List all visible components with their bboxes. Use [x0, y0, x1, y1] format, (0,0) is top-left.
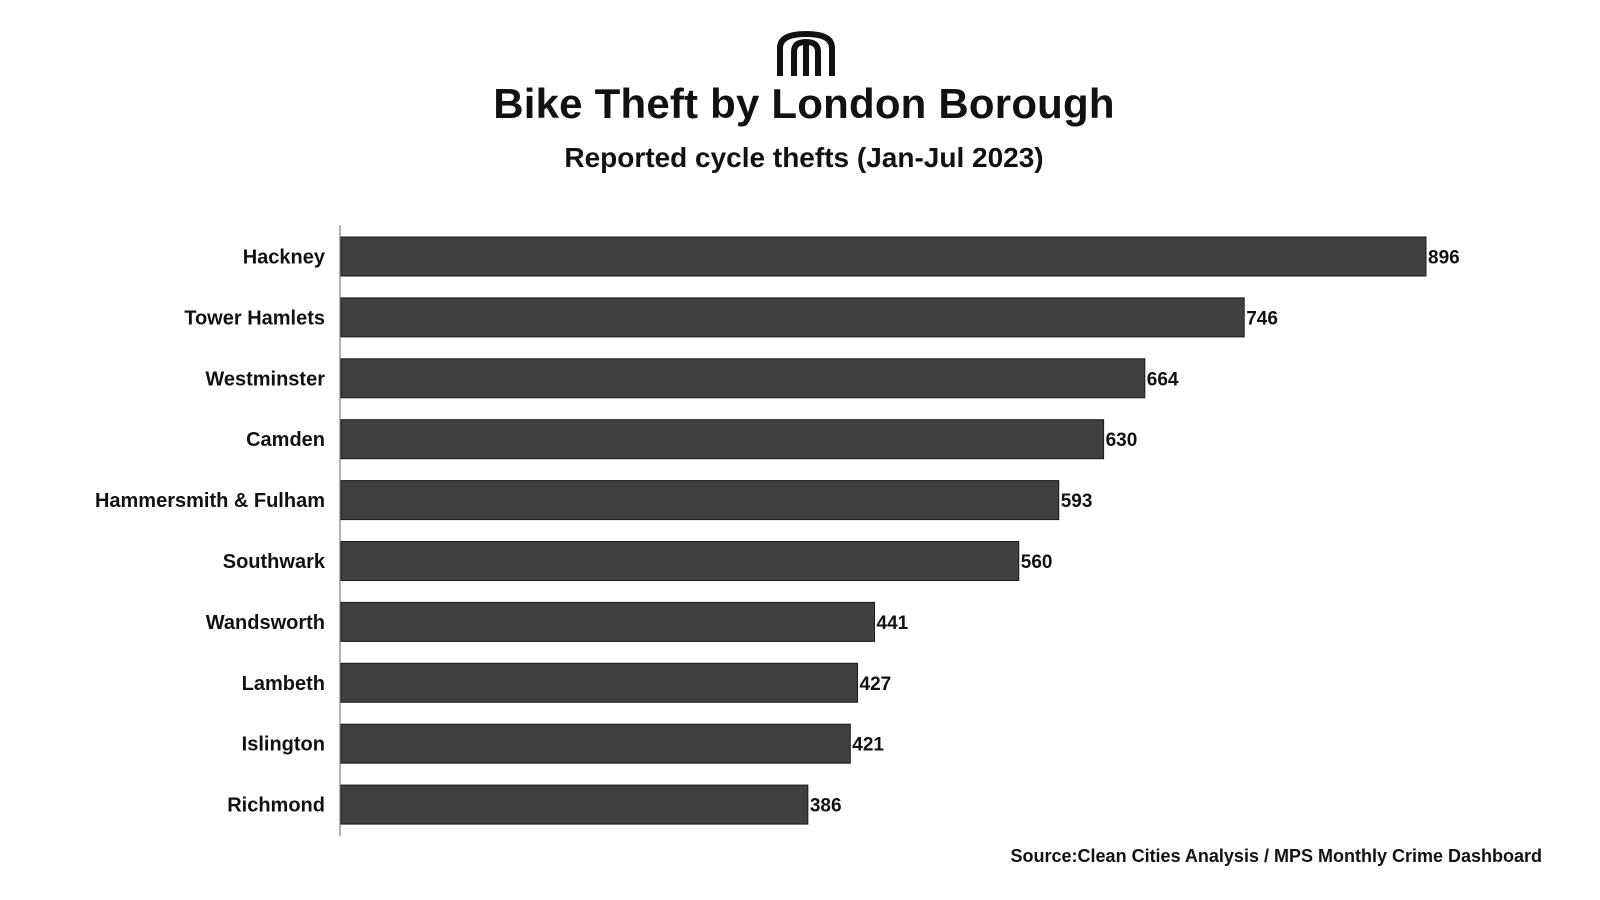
bar [340, 601, 876, 642]
category-label: Islington [242, 734, 325, 756]
category-label: Hammersmith & Fulham [95, 490, 325, 512]
category-label: Hackney [243, 247, 326, 269]
category-label: Lambeth [242, 673, 325, 695]
source-note: Source:Clean Cities Analysis / MPS Month… [1010, 846, 1542, 866]
data-label: 421 [852, 735, 884, 756]
data-label: 630 [1106, 430, 1138, 451]
category-label: Southwark [223, 551, 326, 573]
data-label: 664 [1147, 369, 1179, 390]
bar [340, 236, 1427, 277]
data-label: 441 [877, 613, 909, 634]
category-label: Westminster [205, 368, 325, 390]
data-label: 386 [810, 796, 842, 817]
category-label: Wandsworth [206, 612, 325, 634]
bar [340, 662, 859, 703]
bar [340, 480, 1060, 521]
category-label: Camden [246, 429, 325, 451]
category-label: Richmond [227, 795, 325, 817]
category-label: Tower Hamlets [184, 307, 325, 329]
data-label: 896 [1428, 248, 1460, 269]
bar [340, 541, 1020, 581]
data-label: 560 [1021, 552, 1053, 573]
bar [340, 723, 851, 764]
bar [340, 297, 1245, 338]
chart-title: Bike Theft by London Borough [493, 80, 1115, 127]
data-label: 593 [1061, 491, 1093, 512]
chart-subtitle: Reported cycle thefts (Jan-Jul 2023) [564, 142, 1044, 173]
data-label: 746 [1246, 308, 1278, 329]
bar [340, 419, 1105, 460]
bar [340, 784, 809, 825]
stacked-arches-logo-icon [777, 30, 835, 76]
bar [340, 358, 1146, 399]
data-label: 427 [860, 674, 892, 695]
